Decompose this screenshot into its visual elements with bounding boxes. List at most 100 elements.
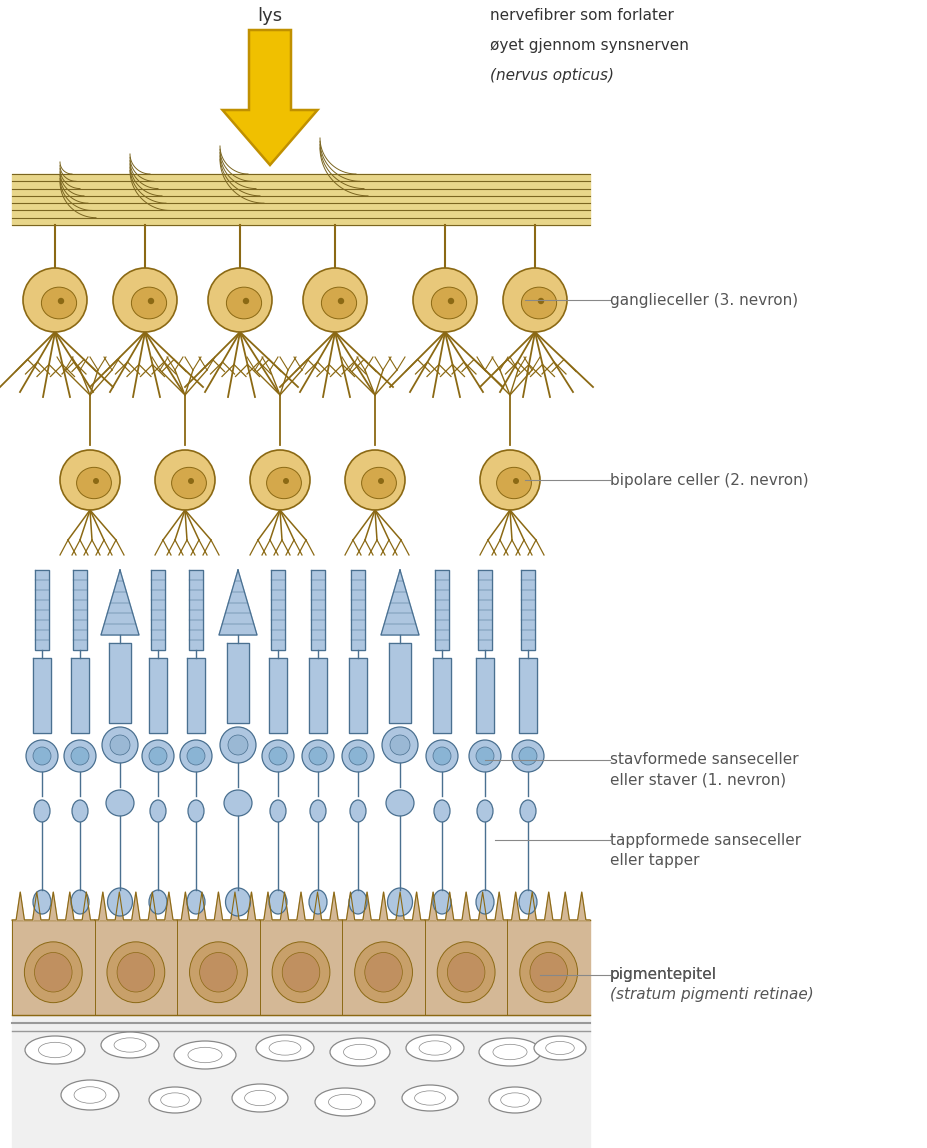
Text: pigmentepitel: pigmentepitel: [610, 968, 717, 983]
Ellipse shape: [187, 890, 205, 914]
Circle shape: [228, 735, 248, 755]
Ellipse shape: [107, 941, 165, 1002]
Polygon shape: [309, 658, 327, 734]
Circle shape: [337, 297, 344, 304]
Ellipse shape: [438, 941, 495, 1002]
Text: nervefibrer som forlater: nervefibrer som forlater: [490, 8, 674, 23]
Ellipse shape: [101, 1032, 159, 1058]
Polygon shape: [271, 571, 285, 650]
Circle shape: [147, 297, 154, 304]
Ellipse shape: [132, 287, 167, 319]
Ellipse shape: [282, 953, 320, 992]
Ellipse shape: [77, 467, 111, 498]
Ellipse shape: [149, 1087, 201, 1114]
Polygon shape: [73, 571, 87, 650]
Polygon shape: [33, 658, 51, 734]
Ellipse shape: [33, 890, 51, 914]
Circle shape: [349, 747, 367, 765]
Polygon shape: [12, 892, 95, 920]
Ellipse shape: [434, 800, 450, 822]
Circle shape: [303, 267, 367, 332]
Ellipse shape: [108, 889, 133, 916]
Ellipse shape: [269, 890, 287, 914]
Circle shape: [342, 740, 374, 771]
Ellipse shape: [71, 890, 89, 914]
Polygon shape: [389, 643, 411, 723]
Ellipse shape: [520, 941, 578, 1002]
Ellipse shape: [225, 889, 250, 916]
Ellipse shape: [362, 467, 397, 498]
Polygon shape: [109, 643, 131, 723]
Polygon shape: [521, 571, 535, 650]
Polygon shape: [351, 571, 365, 650]
Ellipse shape: [431, 287, 466, 319]
Ellipse shape: [433, 890, 451, 914]
Ellipse shape: [42, 287, 77, 319]
Text: lys: lys: [258, 7, 283, 25]
Circle shape: [345, 450, 405, 510]
Ellipse shape: [520, 800, 536, 822]
Ellipse shape: [34, 953, 72, 992]
Ellipse shape: [534, 1035, 586, 1060]
Ellipse shape: [61, 1080, 119, 1110]
Circle shape: [180, 740, 212, 771]
Polygon shape: [227, 643, 249, 723]
Ellipse shape: [188, 800, 204, 822]
Polygon shape: [12, 1015, 590, 1148]
Ellipse shape: [256, 1035, 314, 1061]
Ellipse shape: [34, 800, 50, 822]
Polygon shape: [35, 571, 49, 650]
Circle shape: [512, 740, 544, 771]
Circle shape: [93, 478, 99, 484]
Circle shape: [283, 478, 289, 484]
Ellipse shape: [270, 800, 286, 822]
Circle shape: [60, 450, 120, 510]
Text: eller tapper: eller tapper: [610, 853, 700, 868]
Circle shape: [57, 297, 64, 304]
Ellipse shape: [402, 1085, 458, 1111]
Ellipse shape: [521, 287, 556, 319]
Circle shape: [538, 297, 544, 304]
Circle shape: [26, 740, 58, 771]
Circle shape: [64, 740, 96, 771]
Circle shape: [476, 747, 494, 765]
Polygon shape: [519, 658, 537, 734]
Ellipse shape: [355, 941, 413, 1002]
Circle shape: [309, 747, 327, 765]
Ellipse shape: [497, 467, 531, 498]
Text: ganglieceller (3. nevron): ganglieceller (3. nevron): [610, 293, 798, 308]
Ellipse shape: [365, 953, 402, 992]
Circle shape: [480, 450, 540, 510]
Ellipse shape: [224, 790, 252, 816]
FancyArrow shape: [222, 30, 318, 165]
Ellipse shape: [149, 890, 167, 914]
Circle shape: [243, 297, 249, 304]
Ellipse shape: [273, 941, 330, 1002]
Polygon shape: [12, 920, 590, 1015]
Polygon shape: [177, 892, 260, 920]
Ellipse shape: [117, 953, 155, 992]
Circle shape: [149, 747, 167, 765]
Circle shape: [110, 735, 130, 755]
Text: øyet gjennom synsnerven: øyet gjennom synsnerven: [490, 38, 689, 53]
Circle shape: [413, 267, 477, 332]
Polygon shape: [342, 892, 425, 920]
Polygon shape: [381, 571, 419, 635]
Circle shape: [390, 735, 410, 755]
Ellipse shape: [489, 1087, 541, 1114]
Circle shape: [269, 747, 287, 765]
Ellipse shape: [322, 287, 357, 319]
Polygon shape: [425, 892, 507, 920]
Ellipse shape: [386, 790, 414, 816]
Circle shape: [113, 267, 177, 332]
Polygon shape: [433, 658, 451, 734]
Ellipse shape: [330, 1038, 390, 1066]
Ellipse shape: [477, 800, 493, 822]
Ellipse shape: [349, 890, 367, 914]
Polygon shape: [71, 658, 89, 734]
Polygon shape: [95, 892, 177, 920]
Circle shape: [469, 740, 501, 771]
Text: pigmentepitel: pigmentepitel: [610, 968, 717, 983]
Ellipse shape: [232, 1084, 288, 1112]
Ellipse shape: [530, 953, 567, 992]
